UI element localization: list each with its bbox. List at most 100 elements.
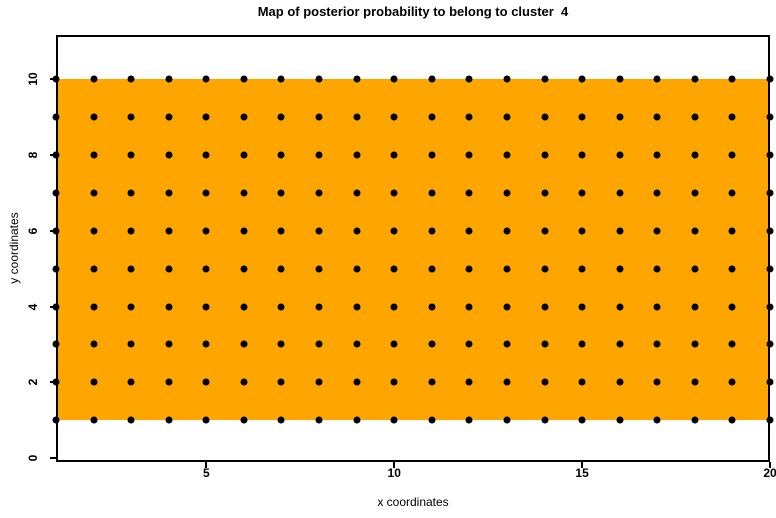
grid-point: [541, 265, 549, 273]
grid-point: [691, 265, 699, 273]
grid-point: [165, 189, 173, 197]
grid-point: [52, 189, 60, 197]
grid-point: [90, 113, 98, 121]
grid-point: [165, 303, 173, 311]
grid-point: [202, 340, 210, 348]
grid-point: [202, 189, 210, 197]
grid-point: [90, 151, 98, 159]
grid-point: [691, 340, 699, 348]
grid-point: [691, 416, 699, 424]
grid-point: [353, 265, 361, 273]
grid-point: [127, 265, 135, 273]
grid-point: [766, 227, 774, 235]
grid-point: [390, 189, 398, 197]
x-tick-label: 10: [387, 466, 401, 480]
grid-point: [503, 189, 511, 197]
grid-point: [541, 113, 549, 121]
grid-point: [127, 416, 135, 424]
grid-point: [503, 75, 511, 83]
grid-point: [541, 303, 549, 311]
y-tick: [50, 77, 56, 80]
grid-point: [277, 227, 285, 235]
grid-point: [90, 75, 98, 83]
grid-point: [277, 189, 285, 197]
grid-point: [127, 340, 135, 348]
grid-point: [277, 151, 285, 159]
grid-point: [428, 151, 436, 159]
grid-point: [90, 378, 98, 386]
grid-point: [165, 151, 173, 159]
grid-point: [616, 265, 624, 273]
grid-point: [728, 227, 736, 235]
grid-point: [52, 340, 60, 348]
y-tick-label: 6: [26, 227, 40, 235]
grid-point: [653, 151, 661, 159]
grid-point: [277, 265, 285, 273]
grid-point: [202, 303, 210, 311]
grid-point: [315, 378, 323, 386]
grid-point: [127, 151, 135, 159]
grid-point: [766, 189, 774, 197]
grid-point: [728, 189, 736, 197]
grid-point: [165, 340, 173, 348]
grid-point: [503, 113, 511, 121]
grid-point: [616, 75, 624, 83]
grid-point: [353, 378, 361, 386]
grid-point: [240, 75, 248, 83]
x-tick: [205, 462, 208, 468]
grid-point: [428, 75, 436, 83]
grid-point: [390, 113, 398, 121]
grid-point: [766, 378, 774, 386]
grid-point: [541, 340, 549, 348]
y-tick: [50, 457, 56, 460]
grid-point: [691, 75, 699, 83]
grid-point: [616, 303, 624, 311]
grid-point: [202, 75, 210, 83]
grid-point: [541, 75, 549, 83]
grid-point: [465, 75, 473, 83]
grid-point: [691, 189, 699, 197]
grid-point: [653, 113, 661, 121]
y-tick-label: 4: [26, 303, 40, 310]
grid-point: [428, 113, 436, 121]
grid-point: [90, 265, 98, 273]
grid-point: [578, 189, 586, 197]
grid-point: [277, 303, 285, 311]
grid-point: [503, 151, 511, 159]
grid-point: [728, 265, 736, 273]
grid-point: [165, 416, 173, 424]
grid-point: [578, 416, 586, 424]
grid-point: [465, 378, 473, 386]
grid-point: [277, 75, 285, 83]
grid-point: [653, 227, 661, 235]
grid-point: [390, 227, 398, 235]
grid-point: [616, 227, 624, 235]
grid-point: [503, 227, 511, 235]
grid-point: [277, 340, 285, 348]
grid-point: [653, 189, 661, 197]
grid-point: [503, 303, 511, 311]
grid-point: [127, 227, 135, 235]
grid-point: [503, 265, 511, 273]
grid-point: [653, 416, 661, 424]
grid-point: [165, 378, 173, 386]
grid-point: [578, 340, 586, 348]
grid-point: [390, 416, 398, 424]
grid-point: [691, 151, 699, 159]
grid-point: [465, 303, 473, 311]
grid-point: [165, 265, 173, 273]
grid-point: [766, 416, 774, 424]
grid-point: [728, 378, 736, 386]
grid-point: [653, 75, 661, 83]
grid-point: [428, 378, 436, 386]
grid-point: [616, 340, 624, 348]
grid-point: [277, 416, 285, 424]
grid-point: [240, 227, 248, 235]
grid-point: [616, 151, 624, 159]
grid-point: [90, 303, 98, 311]
grid-point: [390, 151, 398, 159]
x-tick-label: 15: [575, 466, 589, 480]
grid-point: [728, 113, 736, 121]
grid-point: [691, 227, 699, 235]
